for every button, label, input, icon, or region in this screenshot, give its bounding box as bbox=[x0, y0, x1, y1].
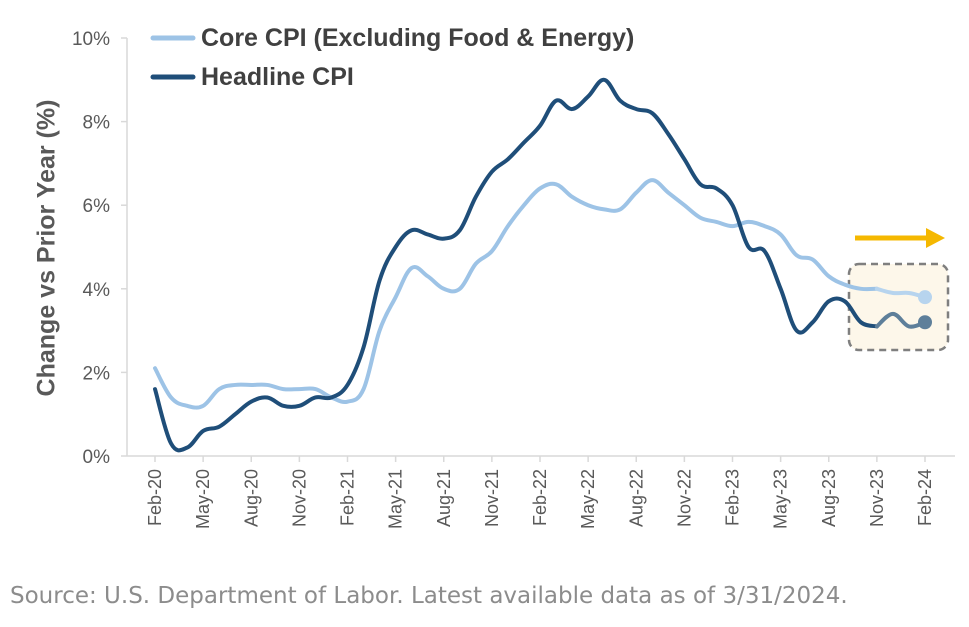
recent-period-highlight-box bbox=[847, 262, 950, 352]
x-tick-label: Feb-24 bbox=[915, 469, 935, 526]
y-tick-label: 10% bbox=[72, 29, 110, 50]
legend-label-headline: Headline CPI bbox=[201, 63, 354, 91]
x-axis-ticks: Feb-20 May-20 Aug-20 Nov-20 Feb-21 May-21 Aug-… bbox=[145, 456, 935, 529]
source-note: Source: U.S. Department of Labor. Latest… bbox=[10, 583, 848, 609]
y-tick-label: 4% bbox=[83, 280, 111, 301]
y-tick-label: 0% bbox=[83, 447, 111, 468]
legend-label-core: Core CPI (Excluding Food & Energy) bbox=[201, 24, 634, 52]
x-tick-label: Nov-20 bbox=[289, 469, 309, 527]
headline-cpi-line bbox=[153, 77, 879, 453]
y-tick-label: 6% bbox=[83, 196, 111, 217]
x-tick-label: Aug-20 bbox=[241, 469, 261, 527]
end-markers bbox=[918, 290, 932, 330]
legend: Core CPI (Excluding Food & Energy) Headl… bbox=[150, 24, 634, 91]
x-tick-label: Aug-23 bbox=[819, 469, 839, 527]
x-tick-label: May-20 bbox=[193, 469, 213, 529]
headline-cpi-recent-line bbox=[874, 311, 927, 329]
core-cpi-line bbox=[153, 178, 879, 410]
x-tick-label: Nov-23 bbox=[867, 469, 887, 527]
x-tick-label: May-23 bbox=[771, 469, 791, 529]
x-tick-label: Nov-22 bbox=[674, 469, 694, 527]
x-tick-label: Feb-23 bbox=[723, 469, 743, 526]
y-tick-label: 2% bbox=[83, 363, 111, 384]
x-tick-label: May-22 bbox=[578, 469, 598, 529]
x-tick-label: May-21 bbox=[386, 469, 406, 529]
headline-cpi-end-point bbox=[918, 315, 932, 330]
right-arrow-icon bbox=[855, 228, 945, 248]
gridlines bbox=[127, 455, 955, 457]
core-cpi-end-point bbox=[918, 290, 932, 305]
x-tick-label: Feb-20 bbox=[145, 469, 165, 526]
core-cpi-recent-line bbox=[874, 286, 927, 300]
series-layer bbox=[153, 77, 927, 453]
x-tick-label: Aug-21 bbox=[434, 469, 454, 527]
x-tick-label: Feb-21 bbox=[338, 469, 358, 526]
x-tick-label: Aug-22 bbox=[626, 469, 646, 527]
x-tick-label: Nov-21 bbox=[482, 469, 502, 527]
x-tick-label: Feb-22 bbox=[530, 469, 550, 526]
y-tick-label: 8% bbox=[83, 113, 111, 134]
y-axis-ticks: 0% 2% 4% 6% 8% 10% bbox=[72, 29, 127, 468]
y-axis-label: Change vs Prior Year (%) bbox=[33, 100, 61, 397]
